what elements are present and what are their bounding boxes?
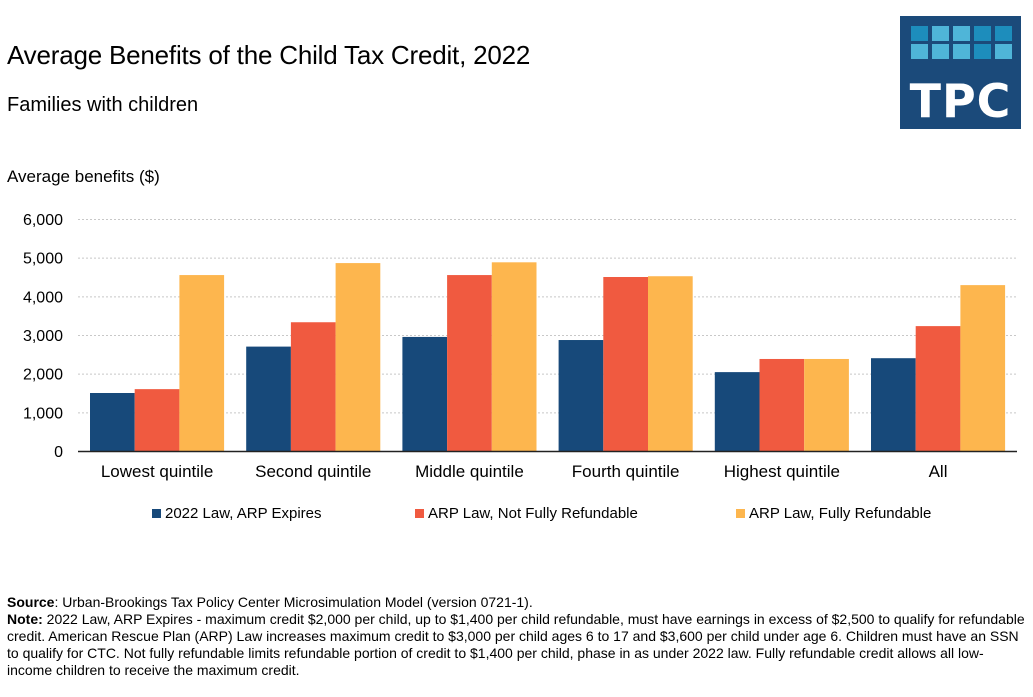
y-axis-ticks: 0 1,000 2,000 3,000 4,000 5,000 6,000: [23, 212, 63, 461]
source-line: Source: Urban-Brookings Tax Policy Cente…: [7, 594, 1027, 611]
y-tick-label: 0: [54, 444, 63, 461]
legend-swatch-arp-not-fully-refundable: [415, 509, 424, 518]
legend-item-arp-not-fully-refundable: ARP Law, Not Fully Refundable: [415, 505, 638, 522]
legend-swatch-arp-fully-refundable: [736, 509, 745, 518]
x-tick-label: Second quintile: [255, 462, 371, 481]
bar-2-fourth-quintile: [603, 277, 648, 451]
note-label: Note:: [7, 611, 43, 627]
source-label: Source: [7, 594, 55, 610]
y-tick-label: 4,000: [23, 289, 63, 306]
bar-2-highest-quintile: [759, 358, 805, 451]
y-tick-label: 2,000: [23, 367, 63, 384]
chart-title: Average Benefits of the Child Tax Credit…: [7, 40, 531, 70]
footer-notes: Source: Urban-Brookings Tax Policy Cente…: [7, 594, 1027, 679]
bars: [90, 262, 1006, 451]
legend-label-2022-law: 2022 Law, ARP Expires: [165, 505, 322, 522]
bar-3-middle-quintile: [491, 262, 537, 451]
bar-2-middle-quintile: [447, 275, 492, 451]
note-line: Note: 2022 Law, ARP Expires - maximum cr…: [7, 611, 1027, 679]
bar-3-fourth-quintile: [648, 276, 693, 451]
bar-1-lowest-quintile: [90, 393, 135, 451]
legend-item-2022-law: 2022 Law, ARP Expires: [152, 505, 322, 522]
bar-1-highest-quintile: [714, 372, 760, 451]
bar-3-lowest-quintile: [179, 275, 225, 451]
y-tick-label: 5,000: [23, 251, 63, 268]
bar-2-lowest-quintile: [134, 389, 180, 451]
source-text: : Urban-Brookings Tax Policy Center Micr…: [54, 594, 533, 610]
bar-2-second-quintile: [290, 322, 336, 451]
y-axis-label: Average benefits ($): [7, 167, 160, 186]
bar-2-all: [915, 326, 961, 451]
y-tick-label: 6,000: [23, 212, 63, 229]
legend-label-arp-fully-refundable: ARP Law, Fully Refundable: [749, 505, 932, 522]
x-tick-label: Middle quintile: [415, 462, 524, 481]
x-axis-ticks: Lowest quintile Second quintile Middle qui…: [101, 462, 948, 481]
legend-label-arp-not-fully-refundable: ARP Law, Not Fully Refundable: [428, 505, 638, 522]
y-tick-label: 1,000: [23, 405, 63, 422]
logo-grid-icon: [911, 26, 1012, 59]
legend-item-arp-fully-refundable: ARP Law, Fully Refundable: [736, 505, 931, 522]
bar-3-all: [960, 285, 1006, 451]
legend-swatch-2022-law: [152, 509, 161, 518]
y-tick-label: 3,000: [23, 328, 63, 345]
bar-1-second-quintile: [246, 346, 291, 451]
bar-3-second-quintile: [335, 263, 381, 451]
note-text: 2022 Law, ARP Expires - maximum credit $…: [7, 611, 1025, 678]
bar-1-all: [871, 358, 916, 451]
bar-1-fourth-quintile: [558, 340, 604, 451]
logo-text: TPC: [909, 74, 1012, 128]
x-tick-label: Fourth quintile: [572, 462, 680, 481]
x-tick-label: Lowest quintile: [101, 462, 213, 481]
x-tick-label: All: [929, 462, 948, 481]
bar-chart: 0 1,000 2,000 3,000 4,000 5,000 6,000 Lowest q…: [23, 212, 1017, 481]
tpc-logo: TPC: [900, 16, 1021, 129]
x-tick-label: Highest quintile: [724, 462, 840, 481]
bar-3-highest-quintile: [804, 358, 849, 451]
gridlines: [78, 219, 1017, 414]
chart-subtitle: Families with children: [7, 94, 199, 116]
bar-1-middle-quintile: [402, 336, 448, 451]
